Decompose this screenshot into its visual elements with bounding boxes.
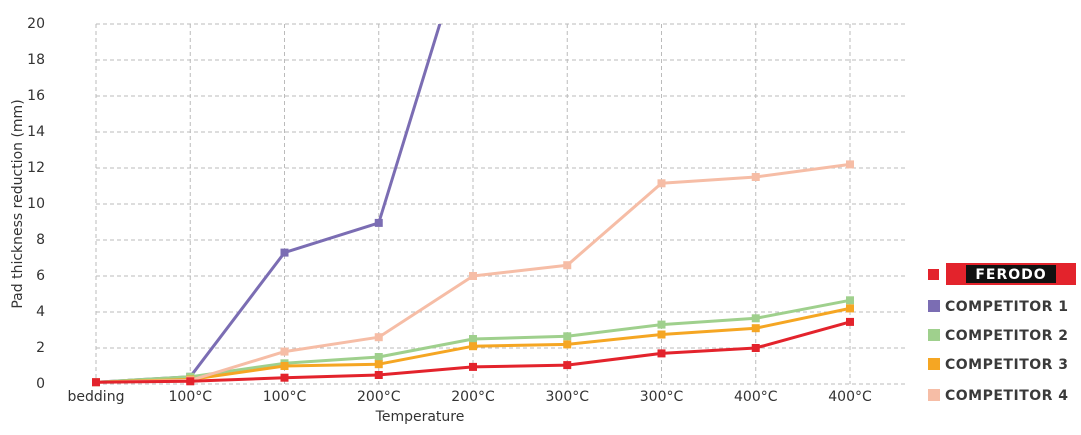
data-point	[469, 342, 477, 351]
y-tick-label: 4	[36, 304, 45, 320]
legend-label: COMPETITOR 4	[945, 388, 1069, 404]
legend-label: FERODO	[975, 267, 1046, 283]
x-axis-label: Temperature	[375, 409, 465, 425]
data-point	[563, 340, 572, 349]
data-point	[657, 349, 666, 358]
y-tick-label: 0	[36, 376, 45, 392]
data-point	[280, 248, 289, 257]
data-point	[92, 378, 100, 387]
data-point	[657, 179, 666, 188]
legend-label: COMPETITOR 1	[945, 299, 1069, 315]
x-tick-label: 100°C	[263, 389, 307, 405]
data-point	[751, 324, 760, 333]
legend-swatch	[928, 389, 940, 401]
data-point	[751, 173, 760, 181]
y-tick-label: 14	[27, 124, 45, 140]
legend-logo-inner	[966, 265, 1056, 283]
x-tick-label: bedding	[68, 389, 125, 405]
y-tick-label: 18	[27, 52, 45, 68]
legend-swatch	[928, 358, 940, 370]
x-tick-label: 300°C	[640, 389, 684, 405]
x-tick-label: 300°C	[546, 389, 590, 405]
data-point	[280, 347, 289, 356]
x-tick-label: 400°C	[734, 389, 778, 405]
y-tick-label: 10	[27, 196, 45, 212]
data-point	[374, 353, 383, 361]
y-tick-label: 8	[36, 232, 45, 248]
data-point	[657, 320, 666, 329]
data-point	[186, 377, 195, 386]
plot-area	[92, 24, 854, 387]
y-tick-label: 2	[36, 340, 45, 356]
x-tick-label: 200°C	[357, 389, 401, 405]
data-point	[751, 344, 760, 352]
data-point	[374, 360, 383, 369]
data-point	[846, 304, 854, 313]
data-point	[846, 296, 854, 305]
y-tick-label: 6	[36, 268, 45, 284]
data-point	[657, 330, 666, 339]
legend-label: COMPETITOR 2	[945, 328, 1069, 344]
x-tick-label: 200°C	[451, 389, 495, 405]
y-axis-label: Pad thickness reduction (mm)	[10, 99, 26, 308]
series-line	[95, 24, 442, 384]
data-point	[751, 314, 760, 323]
data-point	[563, 261, 572, 270]
data-point	[469, 335, 477, 343]
legend-label: COMPETITOR 3	[945, 357, 1069, 373]
y-tick-label: 20	[27, 16, 45, 32]
data-point	[563, 361, 572, 370]
data-point	[563, 332, 572, 341]
data-point	[374, 371, 383, 379]
data-point	[374, 218, 383, 227]
legend-swatch	[928, 300, 940, 312]
legend-swatch	[928, 329, 940, 341]
data-point	[846, 160, 854, 169]
data-point	[280, 373, 289, 382]
data-point	[846, 317, 854, 326]
y-tick-label: 12	[27, 160, 45, 176]
y-tick-label: 16	[27, 88, 45, 104]
legend-swatch	[928, 269, 939, 280]
data-point	[469, 272, 477, 280]
data-point	[374, 333, 383, 342]
data-point	[469, 362, 477, 371]
data-point	[280, 362, 289, 370]
x-tick-label: 400°C	[828, 389, 872, 405]
x-tick-label: 100°C	[169, 389, 213, 405]
